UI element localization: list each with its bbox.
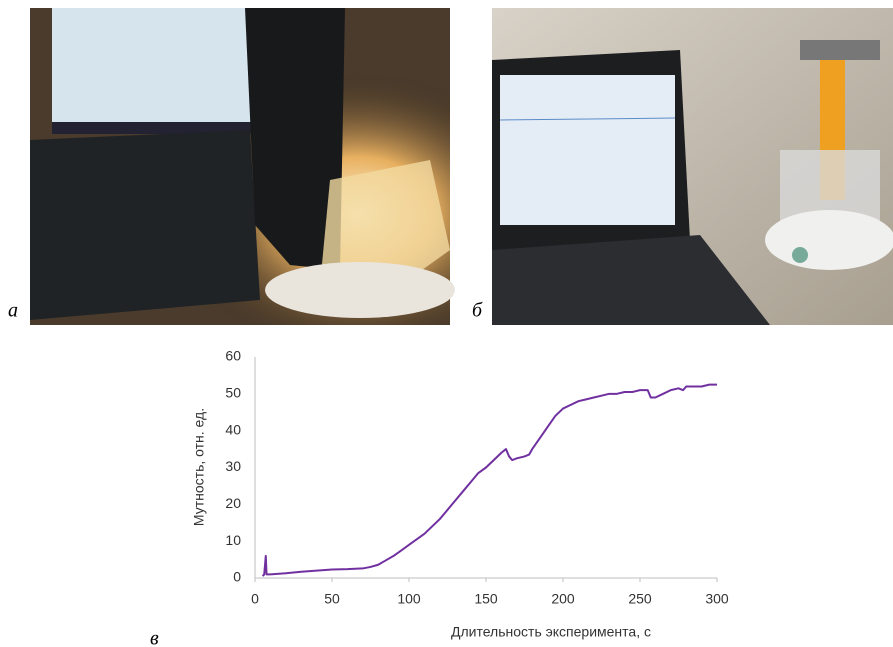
y-tick-label: 40 xyxy=(225,421,241,437)
x-axis-title: Длительность эксперимента, с xyxy=(451,624,651,640)
panel-label: в xyxy=(150,628,159,647)
x-tick-label: 150 xyxy=(474,591,498,607)
panel-label: а xyxy=(8,300,18,322)
y-tick-label: 20 xyxy=(225,495,241,511)
y-tick-label: 50 xyxy=(225,385,241,401)
y-tick-label: 60 xyxy=(225,348,241,364)
x-tick-label: 50 xyxy=(324,591,340,607)
y-axis-title: Мутность, отн. ед. xyxy=(191,408,207,526)
x-tick-label: 250 xyxy=(628,591,652,607)
y-tick-label: 0 xyxy=(233,569,241,585)
x-tick-label: 0 xyxy=(251,591,259,607)
x-tick-label: 200 xyxy=(551,591,575,607)
x-tick-label: 300 xyxy=(705,591,729,607)
x-tick-label: 100 xyxy=(397,591,421,607)
photo-b xyxy=(492,8,893,325)
panel-label: б xyxy=(472,300,483,322)
photo-a xyxy=(30,8,455,325)
y-tick-label: 30 xyxy=(225,458,241,474)
data-line xyxy=(261,383,717,577)
y-tick-label: 10 xyxy=(225,532,241,548)
